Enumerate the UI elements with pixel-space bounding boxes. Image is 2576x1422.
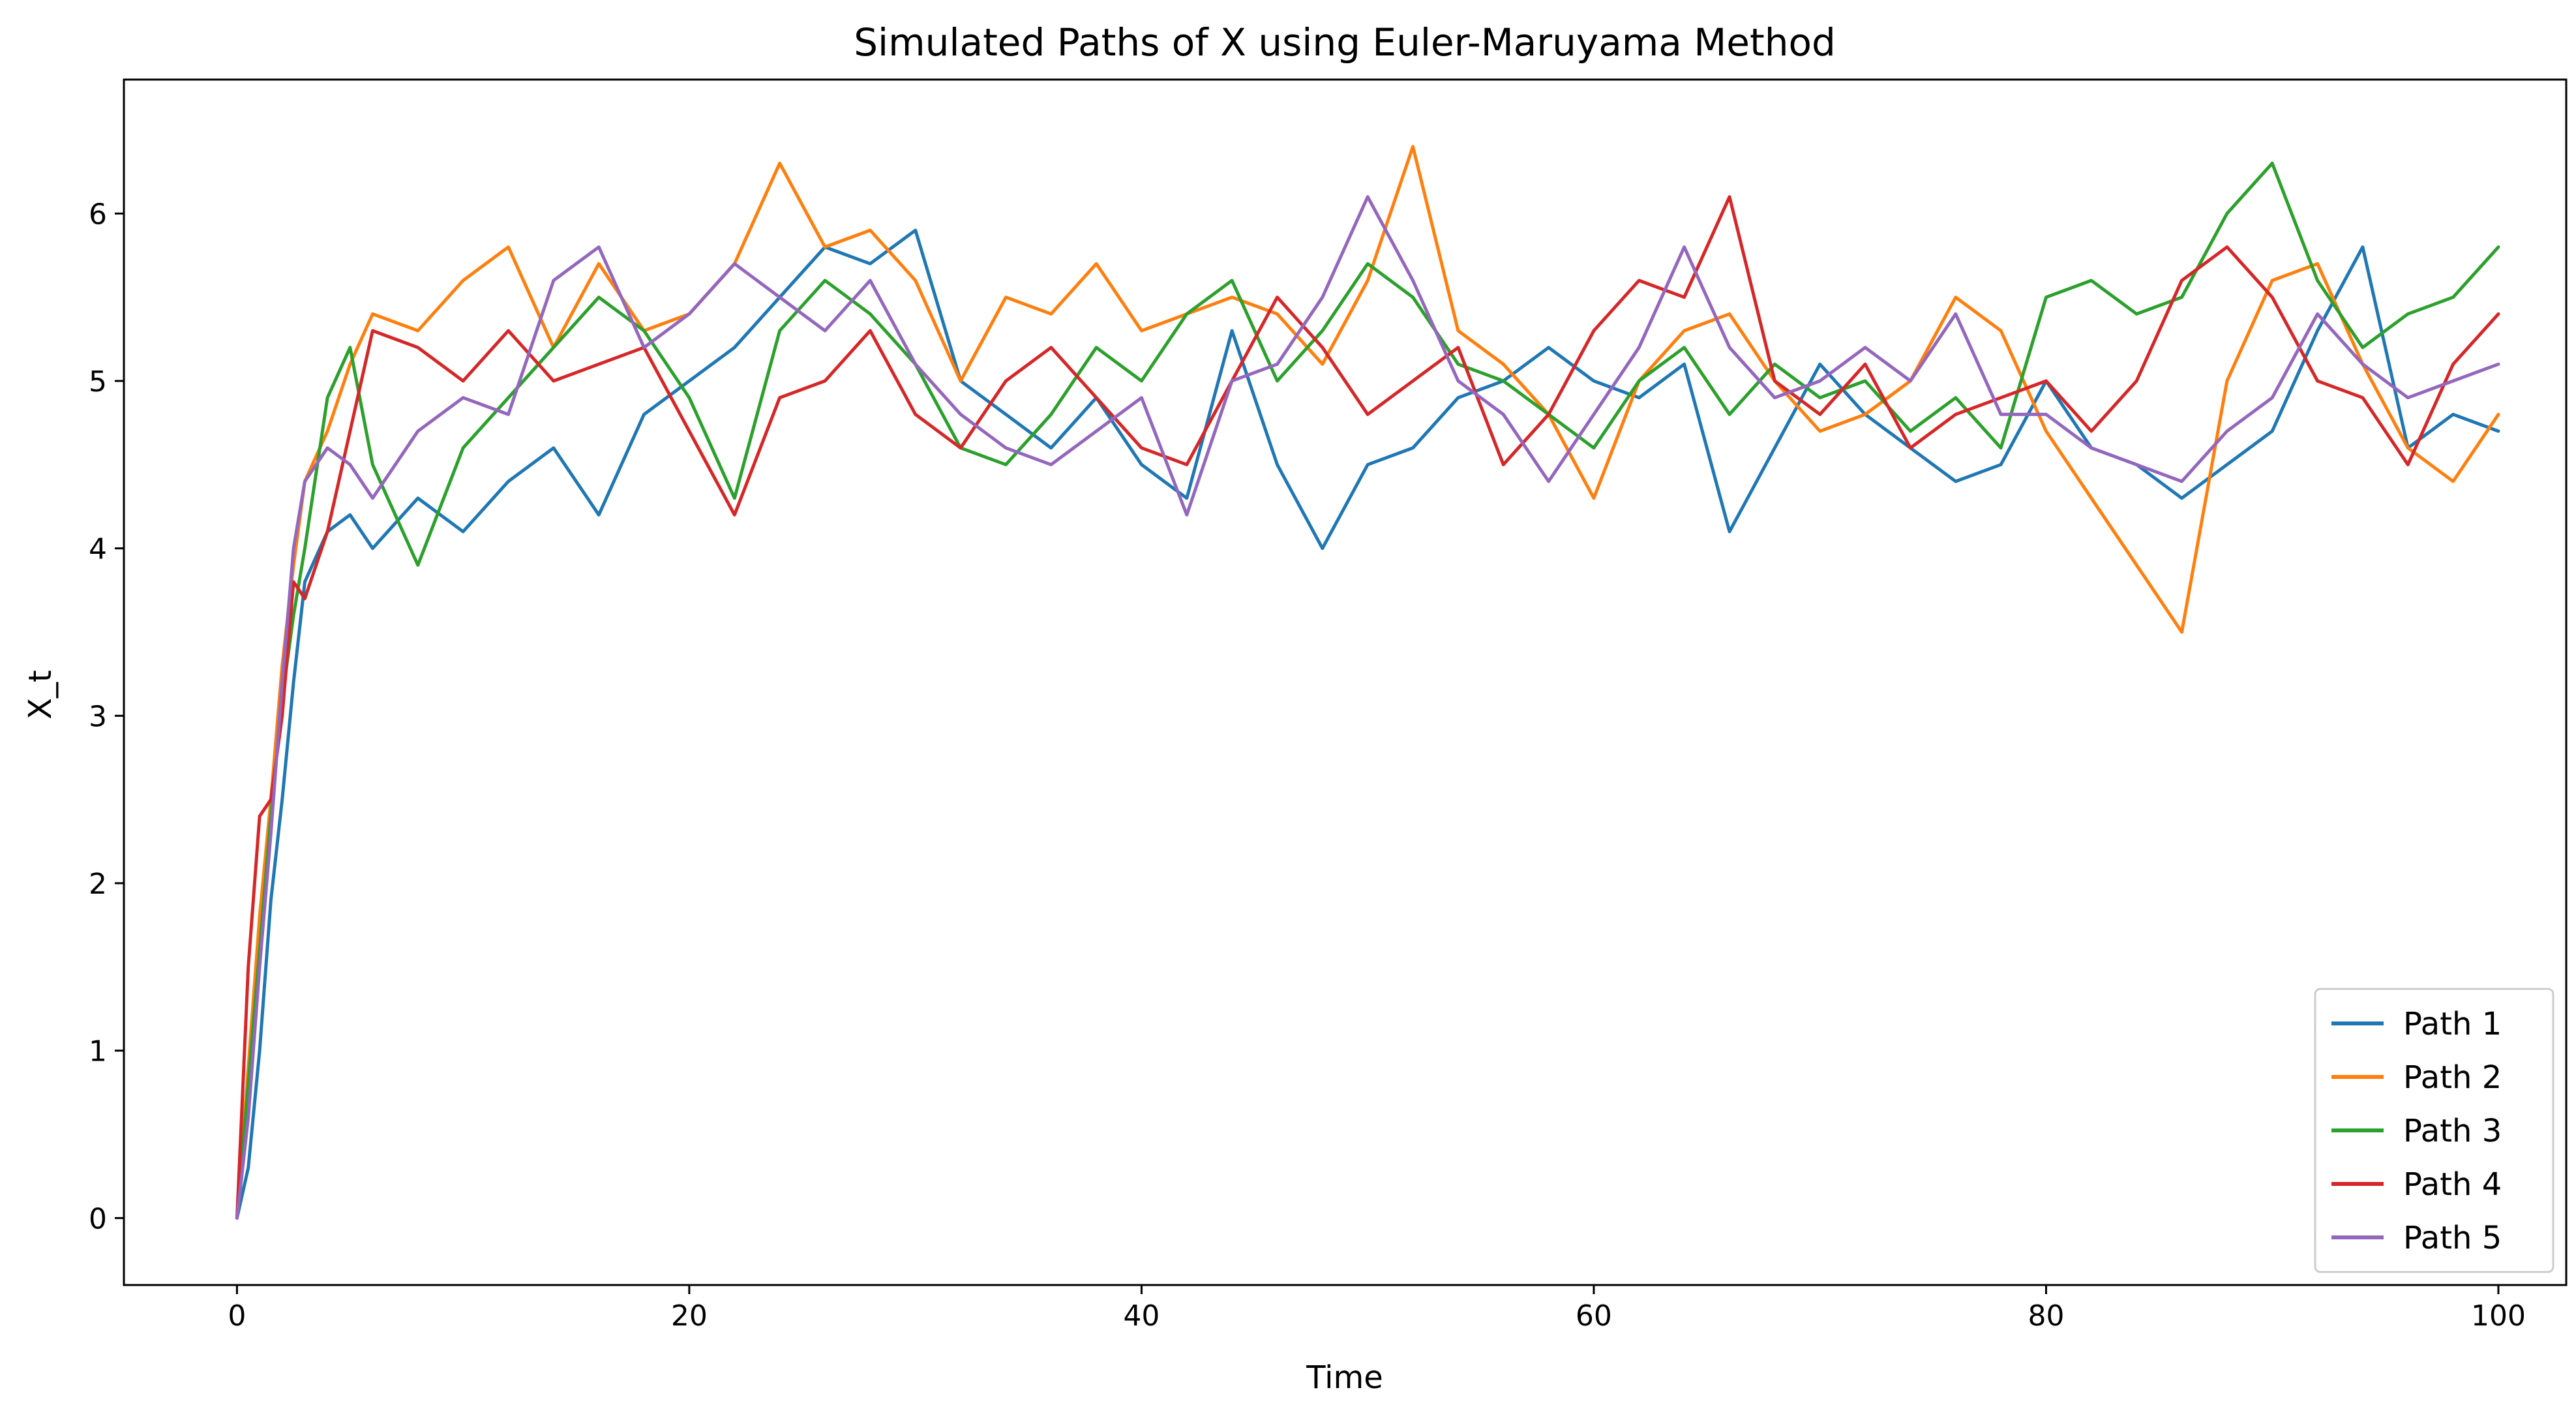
y-tick-label: 5 — [89, 365, 107, 399]
y-tick-label: 1 — [89, 1035, 107, 1068]
x-tick-label: 80 — [2028, 1299, 2064, 1333]
x-tick-label: 20 — [671, 1299, 708, 1333]
legend-label-path-5: Path 5 — [2403, 1220, 2502, 1256]
chart-title: Simulated Paths of X using Euler-Maruyam… — [854, 20, 1836, 65]
series-line-path-1 — [235, 228, 2500, 1220]
legend-label-path-3: Path 3 — [2403, 1113, 2502, 1149]
legend-label-path-2: Path 2 — [2403, 1059, 2502, 1096]
y-tick-label: 6 — [89, 198, 107, 231]
y-tick-label: 2 — [89, 868, 107, 901]
series-line-path-5 — [235, 195, 2500, 1220]
x-tick-label: 60 — [1576, 1299, 1612, 1333]
x-tick-label: 0 — [228, 1299, 246, 1333]
legend-box — [2314, 988, 2554, 1273]
x-axis-title: Time — [1306, 1359, 1383, 1396]
axes: 0 20 40 60 80 100 0 1 2 3 4 5 6 — [89, 198, 2526, 1333]
y-tick-label: 0 — [89, 1202, 107, 1235]
y-tick-label: 3 — [89, 700, 107, 733]
series-line-path-3 — [235, 161, 2500, 1220]
y-tick-label: 4 — [89, 533, 107, 566]
x-tick-label: 40 — [1123, 1299, 1160, 1333]
y-axis-title: X_t — [22, 670, 59, 719]
series-line-path-2 — [235, 145, 2500, 1220]
legend: Path 1 Path 2 Path 3 Path 4 Path 5 — [2314, 988, 2554, 1273]
x-tick-label: 100 — [2471, 1299, 2526, 1333]
legend-label-path-1: Path 1 — [2403, 1006, 2502, 1042]
plot-lines — [235, 145, 2500, 1220]
plot-frame — [123, 78, 2568, 1286]
legend-label-path-4: Path 4 — [2403, 1166, 2502, 1203]
